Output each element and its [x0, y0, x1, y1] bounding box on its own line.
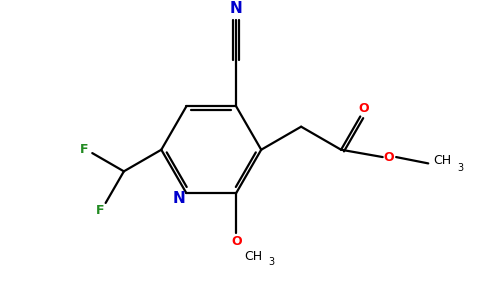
Text: N: N [230, 1, 242, 16]
Text: 3: 3 [457, 163, 463, 173]
Text: O: O [231, 235, 242, 248]
Text: N: N [172, 191, 185, 206]
Text: CH: CH [244, 250, 262, 263]
Text: 3: 3 [268, 257, 274, 267]
Text: F: F [80, 143, 89, 156]
Text: O: O [383, 151, 394, 164]
Text: O: O [359, 102, 369, 115]
Text: CH: CH [433, 154, 451, 167]
Text: F: F [96, 204, 104, 217]
